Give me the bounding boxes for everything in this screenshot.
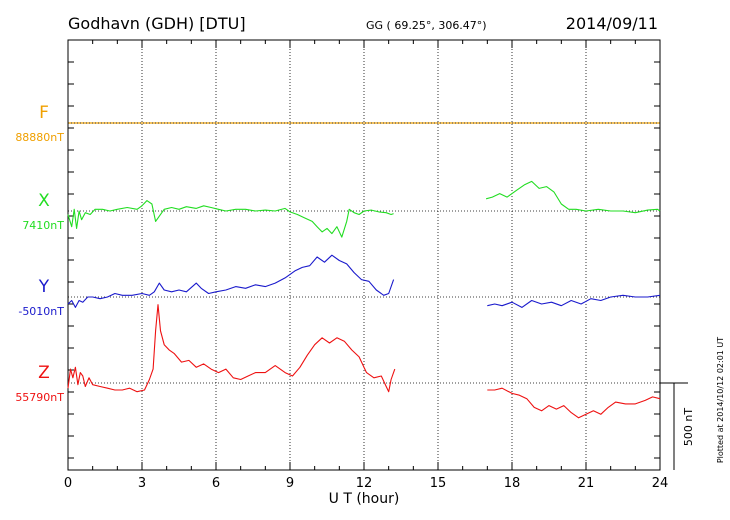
scale-bar-label: 500 nT <box>682 408 695 446</box>
traces <box>67 180 661 419</box>
panel-labels: F 88880nT X 7410nT Y -5010nT Z 55790nT <box>15 103 64 404</box>
x-tick-label: 21 <box>578 476 595 491</box>
x-tick-label: 15 <box>430 476 447 491</box>
plot-frame <box>67 39 661 471</box>
baselines <box>68 122 660 384</box>
x-tick-label: 18 <box>504 476 521 491</box>
trace-Z-segment-1 <box>67 304 396 393</box>
x-tick-label: 24 <box>652 476 669 491</box>
chart-title: Godhavn (GDH) [DTU] <box>68 14 246 33</box>
panel-label-Y: Y <box>38 277 50 297</box>
panel-label-F: F <box>39 103 49 123</box>
plotted-timestamp: Plotted at 2014/10/12 02:01 UT <box>716 337 725 463</box>
panel-label-X: X <box>38 191 50 211</box>
trace-Y-segment-2 <box>487 294 661 308</box>
scale-bar: 500 nT <box>660 382 695 470</box>
trace-X-segment-2 <box>485 180 661 214</box>
panel-baseline-value-Y: -5010nT <box>18 305 64 318</box>
trace-X-segment-1 <box>67 200 394 238</box>
grid-lines <box>141 40 587 470</box>
x-tick-label: 9 <box>286 476 294 491</box>
trace-Y-segment-1 <box>67 254 395 308</box>
trace-Z-segment-2 <box>487 387 661 419</box>
panel-baseline-value-F: 88880nT <box>15 131 64 144</box>
panel-baseline-value-Z: 55790nT <box>15 391 64 404</box>
panel-baseline-value-X: 7410nT <box>22 219 64 232</box>
x-tick-label: 6 <box>212 476 220 491</box>
station-coordinates: GG ( 69.25°, 306.47°) <box>366 19 487 32</box>
x-axis-label: U T (hour) <box>329 491 400 507</box>
x-tick-labels: 0 3 6 9 12 15 18 21 24 <box>64 476 668 491</box>
panel-label-Z: Z <box>38 363 50 383</box>
x-tick-label: 3 <box>138 476 146 491</box>
x-tick-label: 0 <box>64 476 72 491</box>
x-tick-label: 12 <box>356 476 373 491</box>
chart-date: 2014/09/11 <box>566 14 658 33</box>
axis-ticks <box>67 40 661 470</box>
